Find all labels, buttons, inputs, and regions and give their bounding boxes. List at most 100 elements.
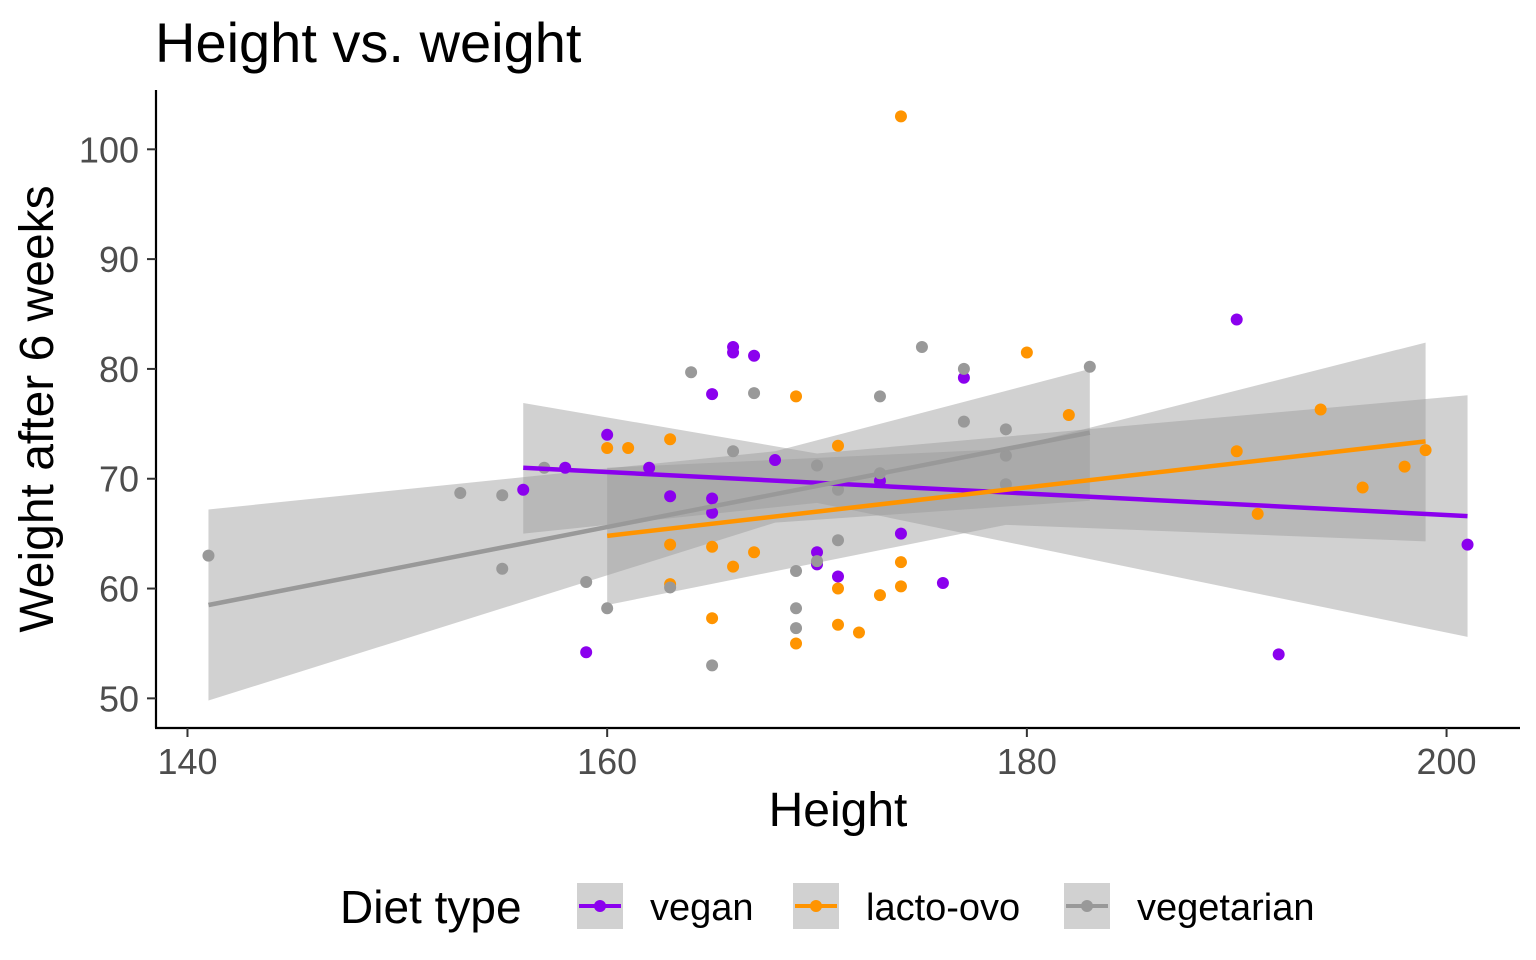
point-vegan-3 — [601, 428, 614, 441]
point-lacto-ovo-6 — [706, 612, 719, 625]
y-axis-title: Weight after 6 weeks — [11, 185, 64, 632]
point-vegan-10 — [727, 346, 740, 359]
point-vegan-12 — [769, 454, 782, 467]
trend-lines — [208, 430, 1468, 608]
point-vegetarian-23 — [957, 415, 970, 428]
point-lacto-ovo-25 — [1398, 460, 1411, 473]
point-lacto-ovo-21 — [1230, 445, 1243, 458]
legend-key-point-lacto-ovo — [810, 900, 822, 912]
point-vegan-18 — [936, 577, 949, 590]
x-axis-title: Height — [769, 784, 908, 837]
point-vegan-4 — [643, 461, 656, 474]
point-vegan-2 — [580, 646, 593, 659]
point-vegetarian-7 — [664, 581, 677, 594]
point-vegetarian-8 — [685, 366, 698, 379]
x-tick-label-140: 140 — [157, 741, 217, 782]
point-vegan-8 — [706, 506, 719, 519]
point-lacto-ovo-23 — [1314, 403, 1327, 416]
band-vegan — [523, 395, 1468, 637]
point-lacto-ovo-9 — [790, 390, 803, 403]
trend-line-vegetarian — [208, 430, 1091, 608]
point-vegetarian-19 — [873, 390, 886, 403]
point-vegetarian-12 — [790, 564, 803, 577]
band-lacto-ovo — [607, 342, 1426, 606]
point-lacto-ovo-20 — [1062, 409, 1075, 422]
point-lacto-ovo-13 — [832, 618, 844, 631]
point-vegetarian-17 — [832, 483, 844, 496]
band-vegetarian — [208, 368, 1090, 701]
point-vegan-7 — [706, 492, 719, 505]
y-tick-label-80: 80 — [99, 349, 139, 390]
point-lacto-ovo-5 — [706, 540, 719, 553]
y-axis-ticks: 50 60 70 80 90 100 — [79, 129, 156, 719]
point-lacto-ovo-11 — [832, 439, 844, 452]
point-vegetarian-16 — [811, 555, 824, 568]
confidence-bands — [208, 342, 1468, 701]
point-lacto-ovo-18 — [894, 580, 907, 593]
point-vegetarian-18 — [832, 534, 844, 547]
point-lacto-ovo-24 — [1356, 481, 1369, 494]
point-vegetarian-15 — [811, 459, 824, 472]
point-lacto-ovo-8 — [748, 546, 761, 559]
point-lacto-ovo-16 — [894, 110, 907, 123]
point-vegetarian-14 — [790, 622, 803, 635]
point-lacto-ovo-1 — [622, 441, 635, 454]
x-tick-label-160: 160 — [577, 741, 637, 782]
x-axis-ticks: 140 160 180 200 — [157, 728, 1477, 782]
x-tick-label-180: 180 — [997, 741, 1057, 782]
legend-key-point-vegan — [594, 900, 606, 912]
point-vegan-5 — [664, 490, 677, 503]
x-tick-label-200: 200 — [1417, 741, 1477, 782]
legend-label-lacto-ovo: lacto-ovo — [866, 887, 1020, 929]
point-vegan-11 — [748, 349, 761, 362]
point-vegetarian-6 — [601, 602, 614, 615]
point-vegetarian-1 — [454, 487, 467, 500]
point-vegan-6 — [706, 388, 719, 401]
point-vegetarian-0 — [202, 549, 215, 562]
point-lacto-ovo-10 — [790, 637, 803, 650]
legend: Diet type vegan lacto-ovo vegetarian — [340, 881, 1314, 933]
point-lacto-ovo-2 — [664, 433, 677, 446]
point-vegetarian-2 — [496, 489, 509, 502]
y-tick-label-50: 50 — [99, 678, 139, 719]
legend-label-vegetarian: vegetarian — [1137, 887, 1314, 929]
point-lacto-ovo-19 — [1020, 346, 1033, 359]
point-vegetarian-11 — [748, 387, 761, 400]
point-vegan-19 — [957, 371, 970, 384]
point-vegan-15 — [832, 570, 844, 583]
point-vegan-20 — [1230, 313, 1243, 326]
point-vegan-22 — [1461, 538, 1474, 551]
legend-title: Diet type — [340, 881, 522, 933]
point-lacto-ovo-26 — [1419, 444, 1432, 457]
legend-key-point-vegetarian — [1081, 900, 1093, 912]
point-lacto-ovo-22 — [1251, 507, 1264, 520]
point-lacto-ovo-17 — [894, 556, 907, 569]
point-lacto-ovo-14 — [852, 626, 865, 639]
point-vegan-21 — [1272, 648, 1285, 661]
point-vegetarian-9 — [706, 659, 719, 672]
y-tick-label-90: 90 — [99, 239, 139, 280]
chart-title: Height vs. weight — [155, 11, 582, 74]
trend-line-lacto-ovo — [606, 439, 1426, 539]
point-lacto-ovo-0 — [601, 441, 614, 454]
point-vegan-17 — [894, 527, 907, 540]
point-lacto-ovo-3 — [664, 538, 677, 551]
point-vegetarian-3 — [496, 562, 509, 575]
point-vegetarian-22 — [957, 362, 970, 375]
y-tick-label-70: 70 — [99, 459, 139, 500]
point-vegetarian-24 — [999, 423, 1012, 436]
point-lacto-ovo-15 — [873, 589, 886, 602]
y-tick-label-60: 60 — [99, 569, 139, 610]
point-vegetarian-10 — [727, 445, 740, 458]
point-lacto-ovo-12 — [832, 582, 844, 595]
point-vegetarian-27 — [1083, 360, 1096, 373]
point-lacto-ovo-7 — [727, 560, 740, 573]
point-vegan-13 — [811, 546, 824, 559]
point-vegetarian-21 — [915, 340, 928, 353]
point-vegetarian-25 — [999, 449, 1012, 462]
point-vegetarian-13 — [790, 602, 803, 615]
legend-label-vegan: vegan — [650, 887, 754, 929]
y-tick-label-100: 100 — [79, 129, 139, 170]
point-vegan-0 — [517, 483, 530, 496]
